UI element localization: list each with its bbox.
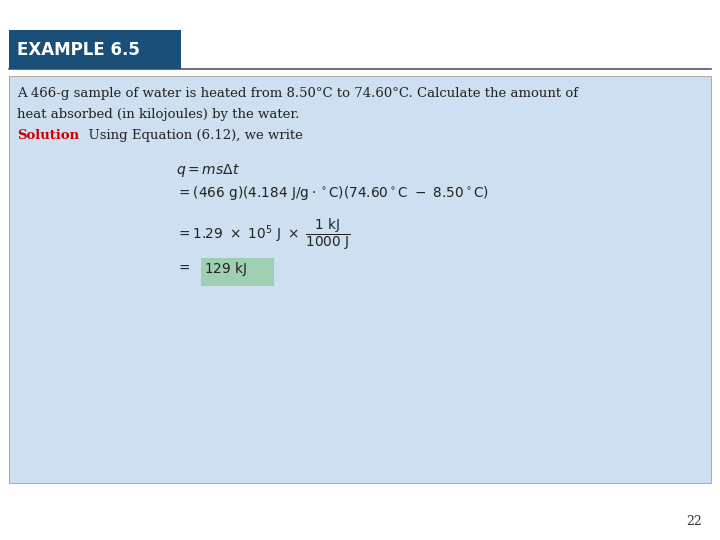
FancyBboxPatch shape [9, 30, 181, 69]
Text: 22: 22 [686, 515, 702, 528]
Text: A 466-g sample of water is heated from 8.50°C to 74.60°C. Calculate the amount o: A 466-g sample of water is heated from 8… [17, 87, 578, 100]
Text: heat absorbed (in kilojoules) by the water.: heat absorbed (in kilojoules) by the wat… [17, 108, 300, 121]
Text: $= 1.29\ \times\ 10^5\ \mathrm{J}\ \times\ \dfrac{1\ \mathrm{kJ}}{1000\ \mathrm{: $= 1.29\ \times\ 10^5\ \mathrm{J}\ \time… [176, 217, 351, 252]
Text: $= (466\ \mathrm{g})(4.184\ \mathrm{J/g \cdot {^\circ}C})(74.60{^\circ}\mathrm{C: $= (466\ \mathrm{g})(4.184\ \mathrm{J/g … [176, 184, 490, 201]
Text: $q = ms\Delta t$: $q = ms\Delta t$ [176, 162, 240, 179]
Text: EXAMPLE 6.5: EXAMPLE 6.5 [17, 40, 140, 59]
Text: Using Equation (6.12), we write: Using Equation (6.12), we write [80, 129, 303, 141]
FancyBboxPatch shape [201, 258, 274, 286]
FancyBboxPatch shape [9, 76, 711, 483]
Text: Solution: Solution [17, 129, 79, 141]
Text: $=\ $: $=\ $ [176, 260, 191, 274]
Text: $129\ \mathrm{kJ}$: $129\ \mathrm{kJ}$ [204, 260, 246, 278]
